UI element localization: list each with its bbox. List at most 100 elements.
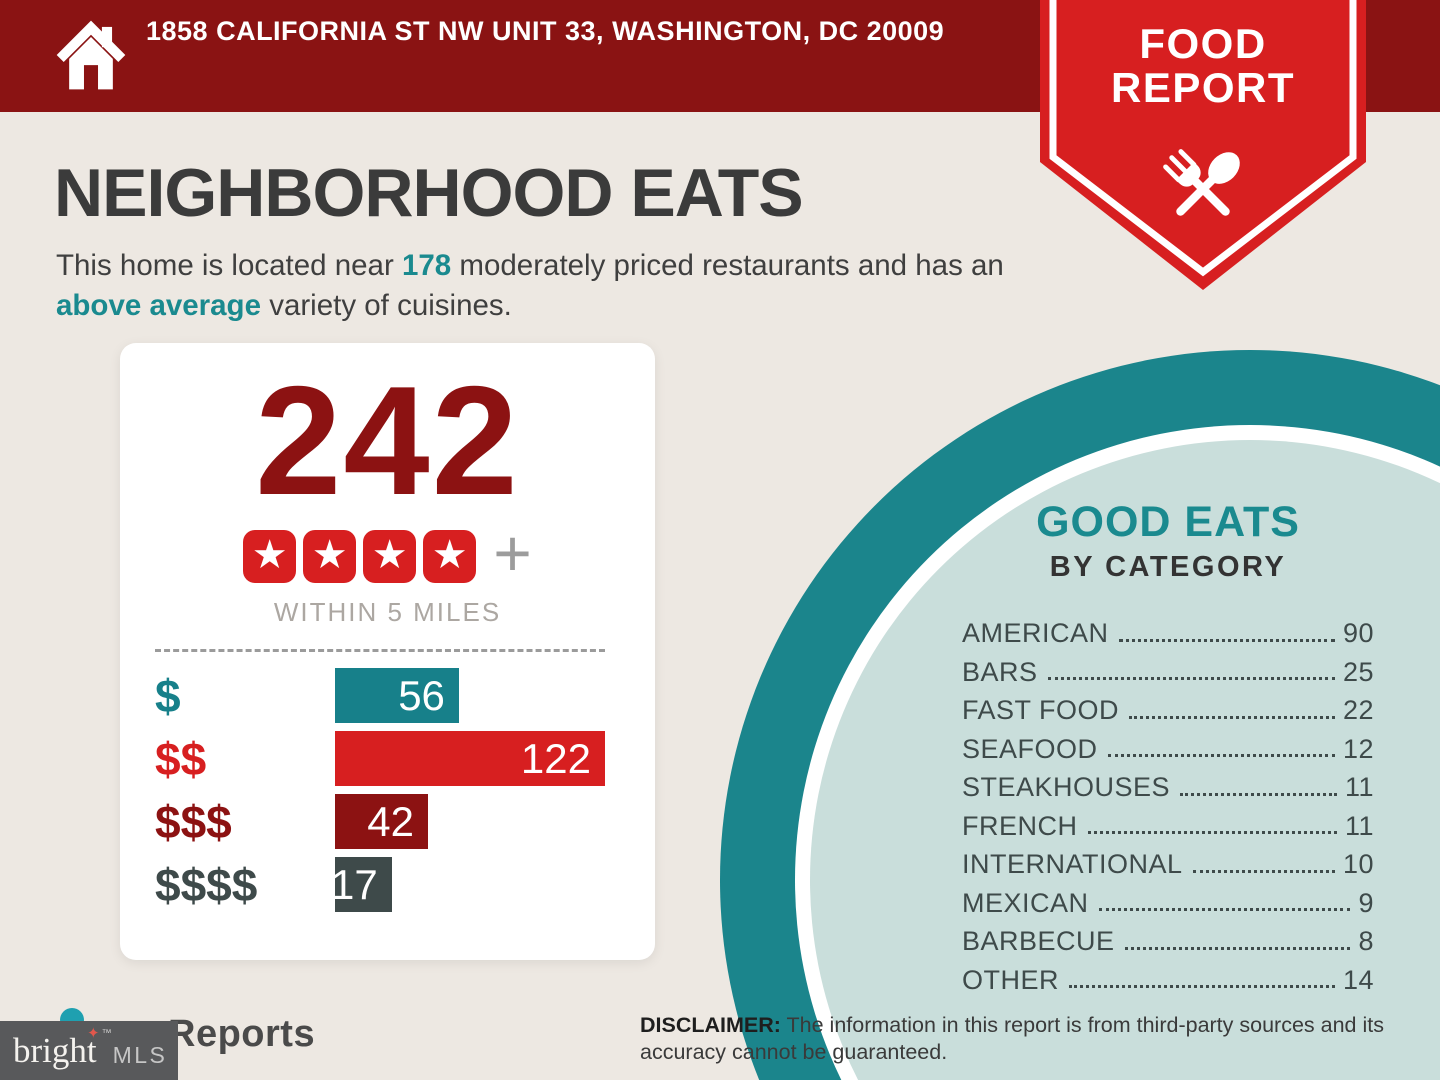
category-label: MEXICAN	[962, 887, 1089, 918]
price-bar-track: 17	[331, 857, 605, 912]
mls-text: MLS	[112, 1042, 168, 1068]
price-tier-label: $	[155, 669, 181, 722]
category-row: FAST FOOD 22	[962, 686, 1374, 725]
dotted-leader	[1129, 715, 1335, 719]
price-row: $$$$ 17	[155, 857, 605, 912]
category-label: FRENCH	[962, 810, 1078, 841]
disclaimer-body: The information in this report is from t…	[640, 1013, 1384, 1064]
intro-part2: moderately priced restaurants and has an	[451, 249, 1004, 282]
price-bar: 122	[335, 731, 605, 786]
restaurant-count-stat: 178	[401, 249, 452, 282]
category-value: 9	[1358, 887, 1374, 918]
category-row: BARBECUE 8	[962, 917, 1374, 956]
category-label: STEAKHOUSES	[962, 772, 1171, 803]
price-row: $$$ 42	[155, 794, 605, 849]
intro-text: This home is located near 178 moderately…	[56, 246, 1016, 326]
category-label: AMERICAN	[962, 618, 1109, 649]
category-label: BARBECUE	[962, 926, 1115, 957]
dotted-leader	[1087, 831, 1337, 834]
dashed-divider	[155, 649, 605, 652]
price-bar-track: 56	[335, 668, 605, 723]
price-bar: 56	[335, 668, 459, 723]
category-row: STEAKHOUSES 11	[962, 763, 1374, 802]
category-row: FRENCH 11	[962, 802, 1374, 841]
category-value: 14	[1342, 964, 1374, 995]
intro-part1: This home is located near	[56, 249, 402, 282]
price-bar: 17	[331, 857, 392, 912]
category-label: FAST FOOD	[962, 695, 1120, 726]
good-eats-section: GOOD EATS BY CATEGORY AMERICAN 90 BARS 25 FA…	[962, 498, 1374, 994]
dotted-leader	[1098, 908, 1351, 911]
variety-stat: above average	[56, 289, 261, 323]
category-row: BARS 25	[962, 648, 1374, 687]
page-title: NEIGHBORHOOD EATS	[54, 155, 804, 231]
dotted-leader	[1192, 869, 1335, 873]
price-row: $$ 122	[155, 731, 605, 786]
price-tier-label: $$$$	[155, 858, 258, 911]
price-tier-label: $$$	[155, 795, 232, 848]
total-restaurants-count: 242	[255, 354, 520, 527]
plus-sign: +	[493, 516, 532, 590]
category-row: OTHER 14	[962, 956, 1374, 995]
bright-wordmark: bright ✦ ™	[13, 1027, 112, 1070]
ribbon-shape	[1040, 0, 1366, 290]
category-value: 11	[1344, 772, 1374, 803]
category-value: 11	[1344, 810, 1374, 841]
category-value: 90	[1342, 618, 1374, 649]
dotted-leader	[1107, 754, 1335, 757]
sparkle-icon: ✦	[87, 1026, 100, 1042]
category-value: 25	[1342, 656, 1374, 687]
disclaimer-label: DISCLAIMER:	[640, 1013, 781, 1037]
price-tier-label: $$	[155, 732, 207, 785]
restaurant-summary-card: 242 ★ ★ ★ ★ + WITHIN 5 MILES $56 $$ 122 $$$ 42 $$…	[120, 343, 655, 960]
star-icon: ★	[303, 529, 357, 583]
badge-title: FOOD REPORT	[1040, 20, 1366, 112]
price-row: $56	[155, 668, 605, 723]
good-eats-subtitle: BY CATEGORY	[1049, 551, 1287, 583]
category-row: MEXICAN 9	[962, 879, 1374, 918]
dotted-leader	[1118, 638, 1335, 642]
rating-stars: ★ ★ ★ ★ +	[120, 520, 655, 586]
bright-mls-logo: bright ✦ ™ MLS	[0, 1021, 178, 1080]
trademark-symbol: ™	[101, 1028, 112, 1039]
dotted-leader	[1124, 946, 1351, 950]
category-row: SEAFOOD 12	[962, 725, 1374, 764]
badge-line2: REPORT	[1110, 64, 1295, 112]
dotted-leader	[1180, 792, 1337, 796]
partial-reports-logo: Reports	[168, 1013, 316, 1055]
intro-part3: variety of cuisines.	[261, 289, 512, 323]
food-report-badge: FOOD REPORT	[1040, 0, 1366, 290]
category-value: 8	[1358, 926, 1374, 957]
price-bar-value: 122	[520, 734, 591, 782]
price-bar-value: 42	[367, 797, 414, 845]
category-label: BARS	[962, 656, 1038, 687]
bright-text: bright	[13, 1031, 97, 1070]
good-eats-title: GOOD EATS	[1036, 498, 1300, 546]
category-label: INTERNATIONAL	[962, 849, 1183, 880]
price-bar-track: 42	[335, 794, 605, 849]
dotted-leader	[1047, 677, 1335, 680]
spoon-fork-icon	[1163, 149, 1240, 216]
price-bar-track: 122	[335, 731, 605, 786]
category-list: AMERICAN 90 BARS 25 FAST FOOD 22 SEAFOOD 12 STEA…	[962, 609, 1374, 994]
category-row: INTERNATIONAL 10	[962, 840, 1374, 879]
property-address: 1858 CALIFORNIA ST NW UNIT 33, WASHINGTO…	[146, 16, 945, 46]
category-row: AMERICAN 90	[962, 609, 1374, 648]
star-icon: ★	[423, 529, 477, 583]
category-value: 22	[1342, 695, 1374, 726]
price-bar: 42	[335, 794, 428, 849]
price-bar-value: 56	[398, 671, 445, 719]
badge-line1: FOOD	[1139, 20, 1267, 67]
category-label: OTHER	[962, 964, 1059, 995]
price-bars: $56 $$ 122 $$$ 42 $$$$ 17	[155, 668, 605, 912]
category-value: 12	[1342, 733, 1374, 764]
star-icon: ★	[363, 529, 417, 583]
disclaimer-text: DISCLAIMER: The information in this repo…	[640, 1012, 1420, 1066]
house-icon	[56, 20, 126, 90]
category-label: SEAFOOD	[962, 733, 1098, 764]
star-icon: ★	[243, 529, 297, 583]
price-bar-value: 17	[330, 860, 378, 908]
dotted-leader	[1069, 985, 1335, 988]
radius-label: WITHIN 5 MILES	[273, 597, 502, 627]
